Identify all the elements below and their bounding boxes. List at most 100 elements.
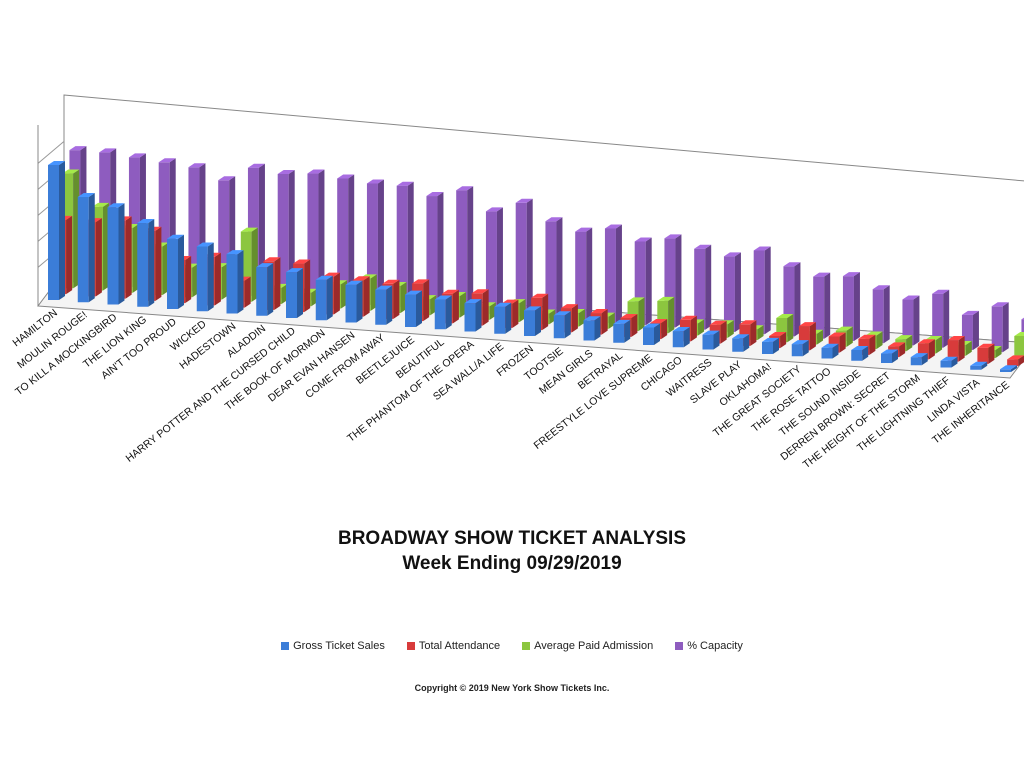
bar-side [846, 326, 853, 347]
bar [1000, 365, 1017, 372]
bar [881, 349, 898, 363]
bar [672, 327, 690, 348]
bar-side [690, 315, 697, 342]
bar-top [679, 315, 697, 320]
bar-side [802, 340, 809, 357]
bar [545, 217, 563, 319]
bar-side [66, 215, 73, 295]
bar-top [1014, 332, 1024, 336]
bar [1014, 332, 1024, 361]
legend-swatch-gross [281, 642, 290, 650]
bar-top [62, 169, 80, 174]
bar-top [709, 320, 727, 325]
bar-front [723, 256, 735, 332]
bar [940, 356, 958, 368]
bar-side [958, 336, 965, 362]
bar-top [821, 343, 839, 348]
bar-front [583, 320, 595, 341]
copyright-text: Copyright © 2019 New York Show Tickets I… [414, 683, 610, 693]
bar-side [95, 218, 102, 297]
bar-side [267, 263, 274, 316]
bar [426, 192, 444, 310]
bar-side [906, 335, 913, 352]
bar-top [531, 293, 549, 298]
bar-side [727, 320, 734, 338]
bar-top [851, 345, 869, 350]
bar-front [218, 180, 230, 294]
bar-top [925, 336, 943, 341]
bar-top [471, 289, 489, 294]
bar-top [835, 326, 853, 331]
bar [977, 343, 995, 364]
bar-front [604, 228, 616, 323]
bar [970, 361, 988, 370]
bar-top [940, 356, 958, 361]
bar-side [853, 272, 860, 341]
bar-front [910, 357, 922, 366]
bar-side [386, 285, 393, 325]
bar-front [932, 293, 944, 348]
legend-swatch-capacity [675, 642, 684, 650]
bar [917, 339, 935, 360]
bar-top [732, 334, 750, 339]
bar-side [943, 289, 950, 348]
bar-front [485, 211, 497, 314]
bar-top [791, 340, 809, 345]
bar-side [809, 322, 816, 351]
bar-side [645, 237, 652, 326]
bar-side [921, 353, 928, 366]
bar-top [501, 299, 519, 304]
bar [783, 262, 801, 337]
bar-top [412, 279, 430, 284]
bar-front [366, 183, 378, 305]
bar-front [664, 238, 676, 328]
bar-top [672, 327, 690, 332]
bar [77, 192, 95, 303]
bar-side [594, 316, 601, 341]
bar-top [277, 170, 295, 174]
bar-top [1021, 317, 1024, 320]
bar-top [977, 343, 995, 348]
bar-front [434, 299, 446, 330]
bar-side [318, 169, 325, 301]
bar [851, 345, 869, 361]
bar [48, 161, 65, 300]
bar-top [247, 163, 265, 168]
bar-front [917, 343, 929, 360]
chart-legend: Gross Ticket Sales Total Attendance Aver… [0, 640, 1024, 652]
bar [910, 353, 928, 366]
bar-side [615, 224, 622, 323]
bar-top [991, 302, 1009, 307]
bar-front [783, 266, 795, 337]
bar-top [583, 316, 601, 321]
bar-side [118, 203, 125, 305]
bar-top [643, 323, 660, 328]
bar-side [326, 275, 333, 321]
bar-side [654, 323, 660, 345]
bar-front [137, 223, 149, 307]
bar-top [286, 268, 303, 273]
legend-label-gross: Gross Ticket Sales [293, 640, 385, 652]
bar-side [631, 314, 638, 337]
bar-front [776, 318, 788, 343]
bar-front [657, 300, 669, 334]
legend-label-attendance: Total Attendance [418, 640, 501, 652]
series-0 [48, 161, 1017, 372]
bar [583, 316, 601, 341]
bar-front [813, 276, 825, 339]
bar-side [913, 295, 920, 346]
bar [932, 289, 950, 348]
bar-top [322, 272, 340, 277]
bar-front [158, 162, 170, 290]
bar-front [396, 185, 408, 308]
bar-side [274, 257, 281, 310]
bar-front [188, 167, 200, 292]
bar-side [720, 320, 727, 344]
bar-side [185, 255, 192, 304]
bar-top [158, 158, 176, 163]
bar-top [1000, 365, 1017, 370]
bar-top [293, 259, 311, 264]
bar [337, 174, 355, 303]
bar-top [828, 332, 846, 337]
